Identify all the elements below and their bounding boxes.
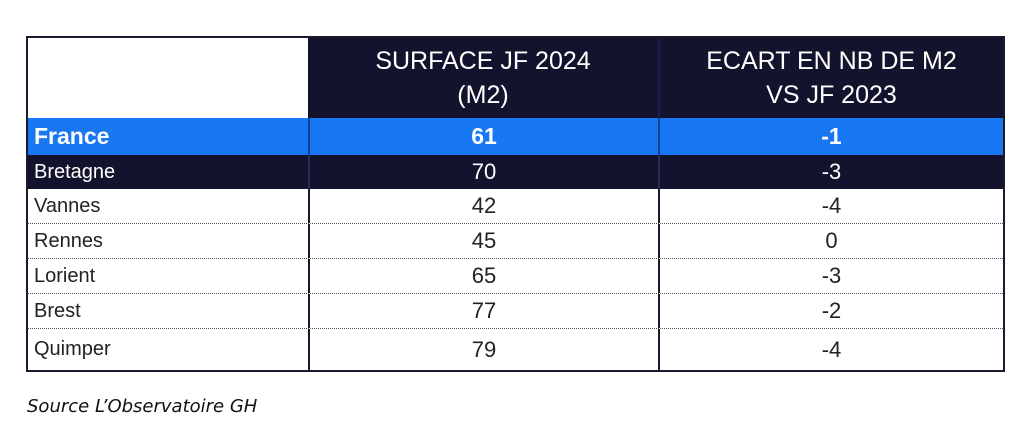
surface-value: 79 bbox=[308, 329, 658, 370]
row-label: France bbox=[34, 123, 110, 149]
table-row: Rennes 45 0 bbox=[28, 224, 1003, 259]
surface-value: 70 bbox=[308, 155, 658, 189]
table-row: Quimper 79 -4 bbox=[28, 329, 1003, 370]
surface-value: 65 bbox=[308, 259, 658, 293]
ecart-value: -4 bbox=[658, 329, 1003, 370]
surface-value: 42 bbox=[308, 189, 658, 223]
row-label: Rennes bbox=[34, 229, 103, 252]
table-row-france: France 61 -1 bbox=[28, 118, 1003, 155]
surface-value: 77 bbox=[308, 294, 658, 328]
table-row: Lorient 65 -3 bbox=[28, 259, 1003, 294]
ecart-value: -1 bbox=[658, 118, 1003, 155]
ecart-value: -3 bbox=[658, 259, 1003, 293]
table-row-bretagne: Bretagne 70 -3 bbox=[28, 155, 1003, 189]
row-label: Brest bbox=[34, 299, 81, 322]
table-corner-empty bbox=[28, 38, 308, 118]
data-table: SURFACE JF 2024 (M2) ECART EN NB DE M2 V… bbox=[26, 36, 1005, 372]
row-label: Quimper bbox=[34, 338, 111, 360]
surface-value: 45 bbox=[308, 224, 658, 258]
column-header-ecart: ECART EN NB DE M2 VS JF 2023 bbox=[658, 38, 1003, 118]
ecart-value: 0 bbox=[658, 224, 1003, 258]
row-label: Vannes bbox=[34, 194, 101, 217]
ecart-value: -3 bbox=[658, 155, 1003, 189]
surface-value: 61 bbox=[308, 118, 658, 155]
ecart-value: -2 bbox=[658, 294, 1003, 328]
row-label: Bretagne bbox=[34, 160, 116, 183]
table-row: Brest 77 -2 bbox=[28, 294, 1003, 329]
ecart-value: -4 bbox=[658, 189, 1003, 223]
table-row: Vannes 42 -4 bbox=[28, 189, 1003, 224]
source-caption: Source L’Observatoire GH bbox=[27, 396, 258, 417]
column-header-surface: SURFACE JF 2024 (M2) bbox=[308, 38, 658, 118]
row-label: Lorient bbox=[34, 264, 96, 287]
